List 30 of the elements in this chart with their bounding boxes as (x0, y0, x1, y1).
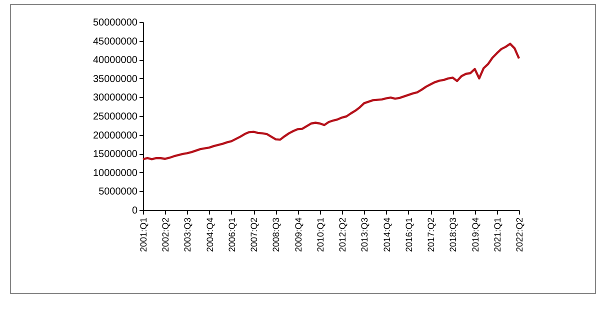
y-tick-label: 50000000 (93, 18, 138, 28)
y-tick-label: 30000000 (93, 92, 138, 104)
y-tick-label: 45000000 (93, 36, 138, 48)
x-tick-label: 2018:Q3 (448, 218, 458, 252)
x-tick-label: 2001:Q1 (138, 218, 148, 252)
y-tick-label: 5000000 (98, 186, 138, 198)
y-tick-label: 0 (132, 206, 138, 216)
x-tick-label: 2009:Q4 (293, 218, 304, 252)
y-tick-label: 10000000 (93, 168, 138, 179)
x-tick-label: 2003:Q3 (182, 218, 193, 252)
x-tick-label: 2016:Q1 (404, 218, 414, 252)
x-tick-label: 2008:Q3 (271, 218, 282, 252)
x-tick-label: 2019:Q4 (470, 218, 480, 252)
x-tick-label: 2006:Q1 (226, 218, 237, 252)
x-tick-label: 2004:Q4 (204, 218, 215, 252)
x-tick-label: 2013:Q3 (360, 218, 370, 252)
x-tick-label: 2021:Q1 (492, 218, 502, 252)
y-tick-label: 25000000 (93, 112, 138, 122)
y-tick-label: 40000000 (93, 55, 138, 66)
y-tick-label: 35000000 (93, 74, 138, 85)
y-tick-label: 20000000 (93, 130, 138, 142)
x-tick-label: 2017:Q2 (426, 218, 436, 252)
x-tick-label: 2022:Q2 (514, 218, 524, 252)
x-tick-label: 2014:Q4 (382, 218, 392, 252)
x-tick-label: 2010:Q1 (315, 218, 326, 252)
line-series (142, 42, 520, 160)
x-tick-label: 2002:Q2 (160, 218, 171, 252)
y-tick-label: 15000000 (93, 149, 138, 160)
x-tick-label: 2007:Q2 (249, 218, 260, 252)
x-tick-label: 2012:Q2 (338, 218, 348, 252)
